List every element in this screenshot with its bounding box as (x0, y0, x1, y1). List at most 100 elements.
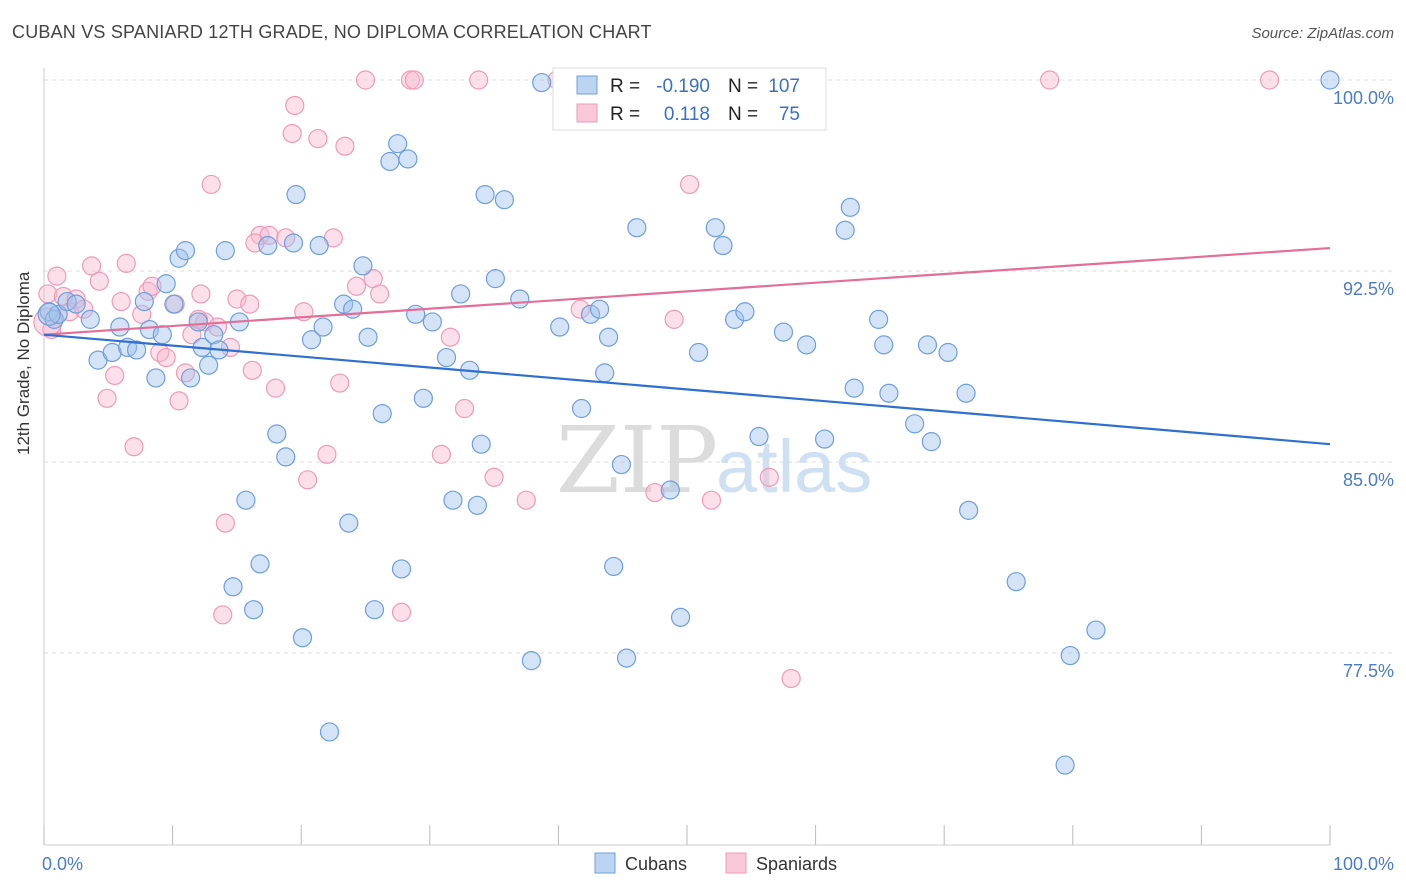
cubans-point (398, 149, 418, 169)
source-label: Source: ZipAtlas.com (1251, 25, 1394, 42)
legend-label-cubans: Cubans (625, 854, 687, 874)
cubans-point (611, 454, 632, 475)
cubans-point (223, 577, 243, 597)
spaniards-point (105, 365, 125, 386)
spaniards-point (370, 284, 390, 304)
cubans-point (749, 426, 769, 447)
cubans-point (844, 378, 864, 398)
cubans-point (616, 648, 637, 668)
cubans-point (169, 248, 189, 268)
cubans-point (188, 312, 208, 332)
cubans-point (688, 342, 709, 363)
cubans-point (436, 347, 457, 368)
cubans-point (283, 233, 304, 253)
watermark-atlas: atlas (716, 425, 872, 508)
spaniards-point (317, 444, 337, 464)
spaniards-point (308, 128, 328, 149)
cubans-point (510, 289, 530, 309)
cubans-point (580, 304, 601, 324)
cubans-point (102, 342, 122, 363)
cubans-point (874, 335, 894, 355)
spaniards-point (645, 482, 665, 503)
watermark-zip: ZIP (556, 407, 718, 514)
spaniards-point (191, 284, 211, 304)
spaniards-n-value: 75 (779, 104, 800, 125)
spaniards-point (265, 378, 286, 398)
cubans-n-value: 107 (768, 76, 800, 97)
cubans-point (443, 490, 463, 510)
cubans-point (815, 429, 835, 449)
cubans-point (598, 327, 619, 347)
cubans-point (1055, 755, 1075, 775)
cubans-point (879, 383, 899, 403)
legend-swatch-spaniards (725, 852, 747, 874)
cubans-point (532, 72, 552, 93)
cubans-point (1086, 620, 1106, 640)
spaniards-point (47, 266, 67, 286)
cubans-point (156, 274, 176, 294)
spaniards-point (454, 398, 475, 419)
spaniards-point (759, 467, 779, 487)
y-tick-label: 100.0% (1333, 88, 1394, 108)
cubans-point (152, 325, 172, 345)
spaniards-point (282, 123, 302, 144)
cubans-point (713, 235, 733, 256)
spaniards-points (33, 70, 1280, 689)
spaniards-r-value: 0.118 (664, 104, 710, 125)
cubans-point (258, 235, 278, 256)
cubans-point (724, 309, 745, 329)
x-tick-labels: 0.0% 100.0% (42, 854, 1394, 874)
cubans-points (37, 70, 1340, 775)
cubans-r-value: -0.190 (656, 76, 710, 97)
cubans-point (869, 309, 889, 329)
cubans-point (44, 309, 64, 329)
cubans-point (110, 317, 130, 337)
y-tick-label: 92.5% (1343, 279, 1394, 299)
spaniards-point (227, 289, 247, 309)
cubans-point (589, 299, 610, 319)
cubans-point (388, 134, 408, 154)
spaniards-point (330, 373, 350, 393)
cubans-point (244, 600, 264, 620)
cubans-point (380, 151, 400, 172)
spaniards-point (391, 602, 412, 622)
cubans-point (236, 490, 256, 510)
cubans-point (292, 628, 313, 648)
cubans-point (1320, 70, 1340, 90)
cubans-point (773, 322, 794, 342)
y-tick-labels: 77.5% 85.0% 92.5% 100.0% (1333, 88, 1394, 681)
cubans-point (37, 302, 61, 326)
cubans-point (595, 363, 615, 383)
spaniards-point (201, 174, 221, 195)
cubans-point (175, 241, 196, 261)
spaniards-r-label: R = (610, 104, 640, 125)
spaniards-point (213, 605, 233, 625)
spaniards-point (142, 276, 162, 296)
stats-legend-box (552, 67, 827, 131)
cubans-point (917, 335, 938, 355)
spaniards-point (781, 668, 801, 689)
cubans-point (126, 340, 147, 360)
cubans-point (422, 312, 442, 332)
cubans-point (670, 607, 691, 627)
spaniards-point (570, 299, 590, 319)
cubans-point (66, 294, 86, 314)
cubans-point (467, 495, 487, 515)
cubans-point (796, 335, 817, 355)
cubans-point (215, 241, 235, 261)
cubans-point (372, 404, 392, 424)
cubans-point (199, 355, 219, 375)
cubans-point (521, 651, 541, 671)
spaniards-point (701, 490, 722, 510)
cubans-point (134, 291, 154, 312)
x-tick-label-max: 100.0% (1333, 854, 1394, 874)
trend-lines (43, 246, 1331, 446)
spaniards-point (404, 70, 424, 90)
cubans-point (471, 434, 491, 454)
cubans-point (309, 235, 329, 256)
spaniards-point (97, 388, 117, 408)
spaniards-point (516, 490, 536, 510)
spaniards-point (335, 136, 355, 156)
cubans-point (343, 299, 363, 319)
cubans-point (840, 197, 860, 217)
